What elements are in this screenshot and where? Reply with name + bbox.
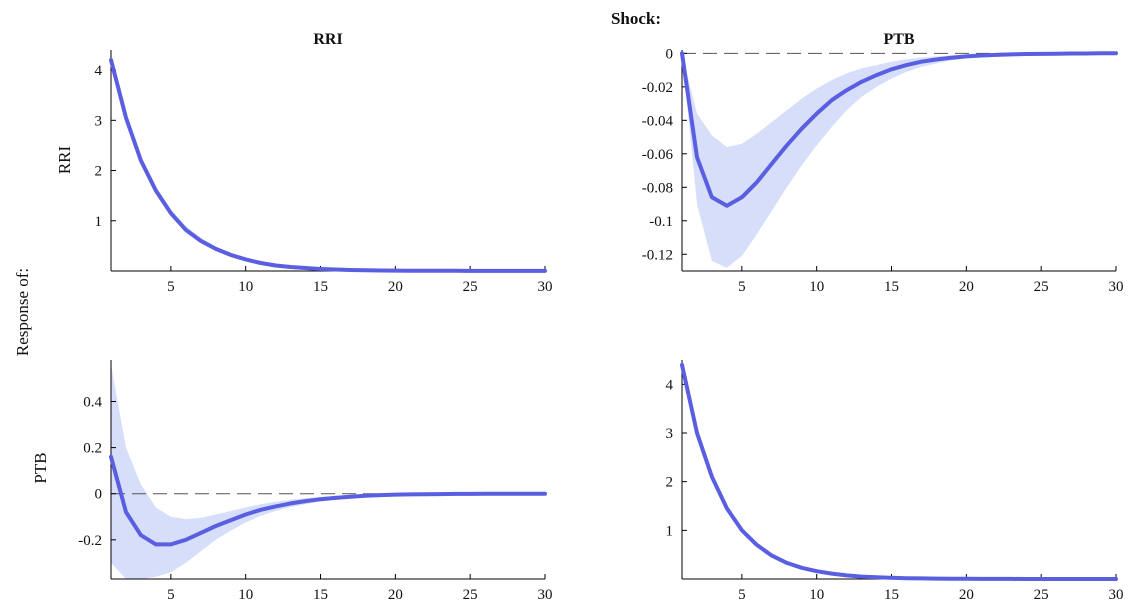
impulse-response-line — [109, 58, 547, 273]
x-tick-label: 20 — [959, 587, 974, 600]
x-tick-label: 30 — [1109, 587, 1124, 600]
y-tick-label: -0.2 — [78, 533, 102, 549]
y-tick-label: 2 — [95, 164, 103, 180]
y-tick-label: -0.12 — [642, 247, 673, 263]
y-tick-label: 0.2 — [83, 441, 102, 457]
x-tick-label: 15 — [313, 587, 328, 600]
x-tick-label: 25 — [1034, 279, 1049, 295]
panel-3: 5 10 15 20 25 30 0.4 0.2 0 -0.2 PTB — [31, 360, 553, 600]
y-tick-label: 4 — [95, 63, 103, 79]
x-tick-label: 5 — [167, 279, 175, 295]
confidence-band — [111, 57, 545, 271]
x-tick-label: 10 — [238, 587, 253, 600]
x-tick-label: 10 — [809, 279, 824, 295]
y-tick-label: -0.1 — [649, 214, 673, 230]
y-tick-label: -0.08 — [642, 180, 673, 196]
y-tick-label: 0 — [95, 487, 103, 503]
shock-label: Shock: — [611, 9, 661, 28]
x-tick-label: 20 — [388, 587, 403, 600]
y-axis-variable-label: PTB — [31, 452, 50, 483]
impulse-response-line — [109, 454, 547, 547]
x-tick-label: 30 — [1109, 279, 1124, 295]
y-tick-label: 4 — [666, 377, 674, 393]
x-tick-label: 25 — [1034, 587, 1049, 600]
y-tick-label: 3 — [95, 113, 103, 129]
x-tick-label: 15 — [884, 279, 899, 295]
x-tick-label: 5 — [167, 587, 175, 600]
y-tick-label: -0.06 — [642, 147, 674, 163]
y-tick-label: 0.4 — [83, 394, 102, 410]
x-tick-label: 25 — [463, 279, 478, 295]
x-tick-label: 5 — [738, 279, 746, 295]
panel-title: RRI — [313, 31, 342, 48]
y-tick-label: 1 — [666, 523, 674, 539]
confidence-band — [682, 362, 1116, 579]
x-tick-label: 5 — [738, 587, 746, 600]
y-axis-variable-label: RRI — [55, 145, 74, 174]
x-tick-label: 30 — [538, 587, 553, 600]
y-tick-label: 3 — [666, 426, 674, 442]
response-of-label: Response of: — [13, 268, 32, 356]
y-tick-label: -0.04 — [642, 113, 674, 129]
x-tick-label: 10 — [809, 587, 824, 600]
confidence-band — [682, 53, 1116, 268]
impulse-response-line — [680, 362, 1118, 581]
y-tick-label: 1 — [95, 214, 103, 230]
x-tick-label: 10 — [238, 279, 253, 295]
y-tick-label: -0.02 — [642, 80, 673, 96]
y-tick-label: 2 — [666, 475, 674, 491]
panel-1: 5 10 15 20 25 30 1 2 3 4 RRI RRI — [55, 31, 553, 295]
x-tick-label: 15 — [884, 587, 899, 600]
y-tick-label: 0 — [666, 46, 674, 62]
x-tick-label: 20 — [388, 279, 403, 295]
x-tick-label: 20 — [959, 279, 974, 295]
panel-2: 5 10 15 20 25 30 0 -0.02 -0.04 -0.06 -0.08 -0.1 -0.1… — [642, 31, 1124, 295]
x-tick-label: 30 — [538, 279, 553, 295]
x-tick-label: 15 — [313, 279, 328, 295]
x-tick-label: 25 — [463, 587, 478, 600]
panel-title: PTB — [883, 31, 914, 48]
panel-4: 5 10 15 20 25 30 1 2 3 4 — [666, 360, 1124, 600]
impulse-response-line — [680, 51, 1118, 208]
confidence-band — [111, 364, 545, 579]
